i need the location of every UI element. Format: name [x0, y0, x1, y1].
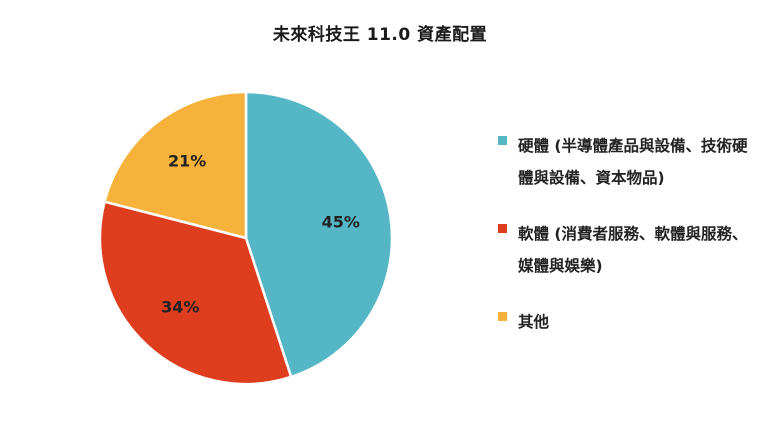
legend-swatch-software: [498, 224, 507, 233]
legend: 硬體 (半導體產品與設備、技術硬體與設備、資本物品) 軟體 (消費者服務、軟體與…: [498, 130, 748, 362]
legend-item-hardware: 硬體 (半導體產品與設備、技術硬體與設備、資本物品): [498, 130, 748, 194]
pie-slice-software: [98, 200, 293, 386]
slice-label-other: 21%: [168, 152, 206, 171]
chart-title: 未來科技王 11.0 資產配置: [272, 25, 488, 45]
legend-label-software: 軟體 (消費者服務、軟體與服務、媒體與娛樂): [518, 225, 748, 275]
pie-slices: [98, 90, 394, 386]
legend-label-other: 其他: [518, 313, 550, 331]
legend-label-hardware: 硬體 (半導體產品與設備、技術硬體與設備、資本物品): [518, 137, 748, 187]
legend-item-other: 其他: [498, 306, 748, 338]
legend-item-software: 軟體 (消費者服務、軟體與服務、媒體與娛樂): [498, 218, 748, 282]
slice-label-software: 34%: [161, 297, 199, 316]
legend-swatch-hardware: [498, 136, 507, 145]
pie-slice-hardware: [244, 90, 394, 379]
pie-slice-labels: 45% 34% 21%: [161, 152, 360, 317]
slice-label-hardware: 45%: [322, 212, 360, 231]
pie-slice-other: [103, 90, 248, 240]
legend-swatch-other: [498, 312, 507, 321]
